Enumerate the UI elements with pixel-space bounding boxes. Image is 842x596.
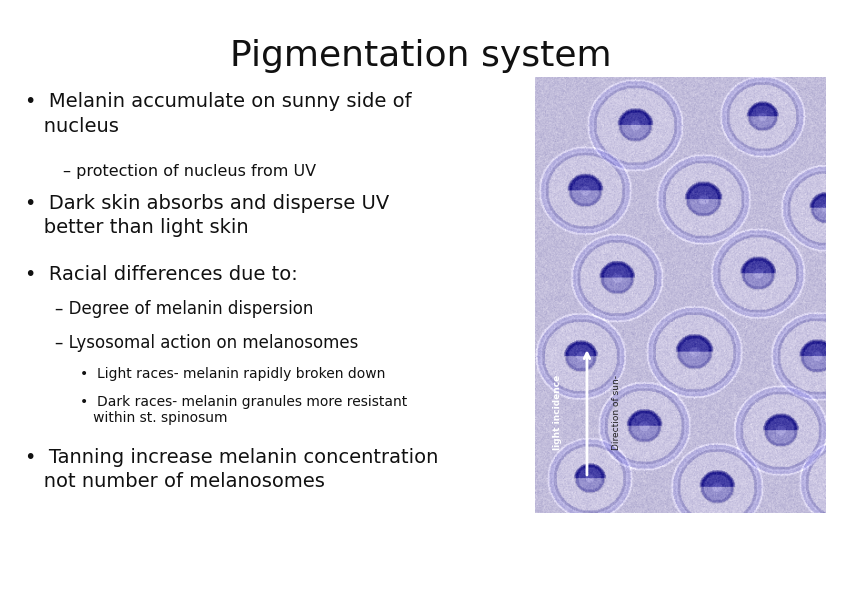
Text: •  Dark races- melanin granules more resistant
   within st. spinosum: • Dark races- melanin granules more resi… [80,395,408,425]
Text: •  Dark skin absorbs and disperse UV
   better than light skin: • Dark skin absorbs and disperse UV bett… [25,194,390,237]
Text: Pigmentation system: Pigmentation system [230,39,612,73]
Text: •  Light races- melanin rapidly broken down: • Light races- melanin rapidly broken do… [80,367,386,380]
Text: •  Racial differences due to:: • Racial differences due to: [25,265,298,284]
Text: light incidence: light incidence [553,375,562,450]
Text: Direction of sun-: Direction of sun- [611,375,621,450]
Text: •  Melanin accumulate on sunny side of
   nucleus: • Melanin accumulate on sunny side of nu… [25,92,412,136]
Text: – Degree of melanin dispersion: – Degree of melanin dispersion [55,300,313,318]
Text: •  Tanning increase melanin concentration
   not number of melanosomes: • Tanning increase melanin concentration… [25,448,439,492]
Text: – protection of nucleus from UV: – protection of nucleus from UV [63,164,317,179]
Text: – Lysosomal action on melanosomes: – Lysosomal action on melanosomes [55,334,358,352]
